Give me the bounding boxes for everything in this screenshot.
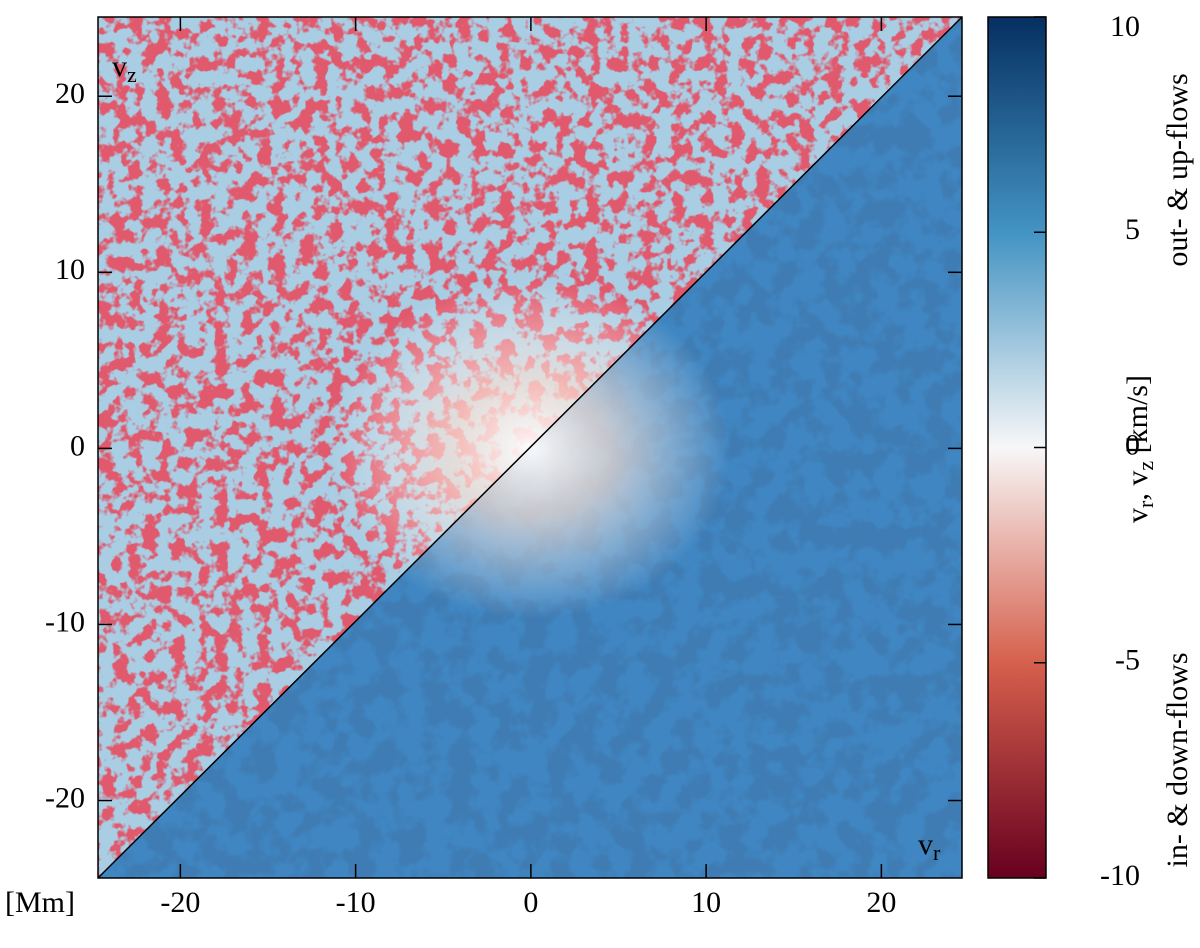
colorbar-tick-label: 0 xyxy=(1125,428,1140,461)
x-tick-label: -10 xyxy=(336,886,376,919)
colorbar-tick-label: -10 xyxy=(1100,859,1140,892)
colorbar-label-part: [km/s] xyxy=(1121,375,1154,461)
colorbar-tick-label: -5 xyxy=(1115,644,1140,677)
panel-label: vr xyxy=(918,828,941,865)
colorbar-label-part: r xyxy=(1133,500,1158,508)
colorbar-label-part: v xyxy=(1121,508,1154,523)
panel-label: vz xyxy=(112,50,137,87)
colorbar-tick-label: 5 xyxy=(1125,213,1140,246)
y-tick-label: -20 xyxy=(45,781,85,814)
y-tick-label: 0 xyxy=(70,429,85,462)
plot-frame xyxy=(97,16,963,879)
upper-label: out- & up-flows xyxy=(1161,73,1194,266)
colorbar-label-part: z xyxy=(1133,461,1158,471)
x-axis-label: [Mm] xyxy=(5,886,75,919)
x-tick-label: 20 xyxy=(866,886,896,919)
colorbar-label-part: , v xyxy=(1121,471,1154,501)
x-tick-label: -20 xyxy=(160,886,200,919)
y-tick-label: -10 xyxy=(45,605,85,638)
x-tick-label: 10 xyxy=(691,886,721,919)
y-tick-label: 20 xyxy=(55,77,85,110)
x-tick-label: 0 xyxy=(523,886,538,919)
y-tick-label: 10 xyxy=(55,253,85,286)
heatmap-image xyxy=(97,16,963,879)
colorbar-tick-label: 10 xyxy=(1110,10,1140,43)
lower-label: in- & down-flows xyxy=(1161,653,1194,868)
colorbar-label: vr, vz [km/s] xyxy=(1121,375,1158,523)
